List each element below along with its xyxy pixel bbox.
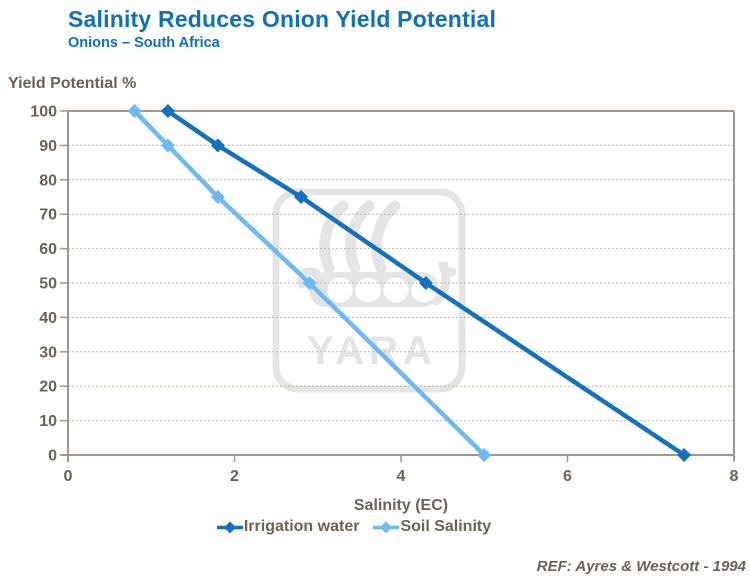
y-axis-title: Yield Potential % [8,75,137,92]
series-marker-soil-salinity-1 [160,138,175,153]
page-title: Salinity Reduces Onion Yield Potential [68,6,497,32]
irrigation-water-legend-marker [216,521,243,533]
x-axis-title: Salinity (EC) [353,497,449,514]
chart-legend: Irrigation water Soil Salinity [0,518,729,536]
x-tick-label-0: 0 [64,468,73,485]
series-marker-irrigation-water-3 [418,276,433,290]
series-marker-soil-salinity-0 [127,104,142,118]
gridlines [68,144,734,422]
y-tick-label-100: 100 [30,104,57,121]
y-tick-label-10: 10 [39,413,57,430]
series-marker-irrigation-water-0 [160,104,175,118]
axes [60,110,735,462]
y-tick-label-40: 40 [39,310,57,327]
series-marker-irrigation-water-2 [294,190,309,204]
watermark-wordmark: YARA [307,329,437,373]
x-tick-label-2: 2 [230,468,239,485]
soil-salinity-legend-marker [373,521,400,533]
y-tick-label-80: 80 [39,172,57,189]
legend-item-soil-salinity: Soil Salinity [373,518,491,536]
legend-label-soil-salinity: Soil Salinity [400,518,492,535]
page-subtitle: Onions – South Africa [68,35,220,51]
y-tick-label-90: 90 [39,138,57,155]
y-tick-label-50: 50 [39,276,57,293]
legend-label-irrigation-water: Irrigation water [243,518,360,535]
y-tick-label-0: 0 [48,448,57,465]
series-marker-irrigation-water-4 [677,448,692,462]
watermark-frame [272,188,466,393]
data-series [127,104,692,462]
y-tick-label-60: 60 [39,241,57,258]
x-tick-label-4: 4 [397,468,406,485]
watermark-ship-hull [297,261,457,307]
series-marker-soil-salinity-3 [302,276,317,290]
y-tick-label-30: 30 [39,344,57,361]
series-marker-irrigation-water-1 [210,138,225,153]
series-marker-soil-salinity-4 [477,448,492,462]
y-tick-label-20: 20 [39,379,57,396]
reference-text: REF: Ayres & Westcott - 1994 [536,558,746,575]
x-tick-label-8: 8 [730,468,739,485]
legend-item-irrigation-water: Irrigation water [216,518,360,536]
yara-watermark-logo: YARA [272,188,466,393]
x-tick-label-6: 6 [563,468,572,485]
series-marker-soil-salinity-2 [210,190,225,204]
y-tick-label-70: 70 [39,207,57,224]
tick-labels: 0 10 20 30 40 50 60 70 80 90 100 0 2 4 6 8 [30,104,738,486]
